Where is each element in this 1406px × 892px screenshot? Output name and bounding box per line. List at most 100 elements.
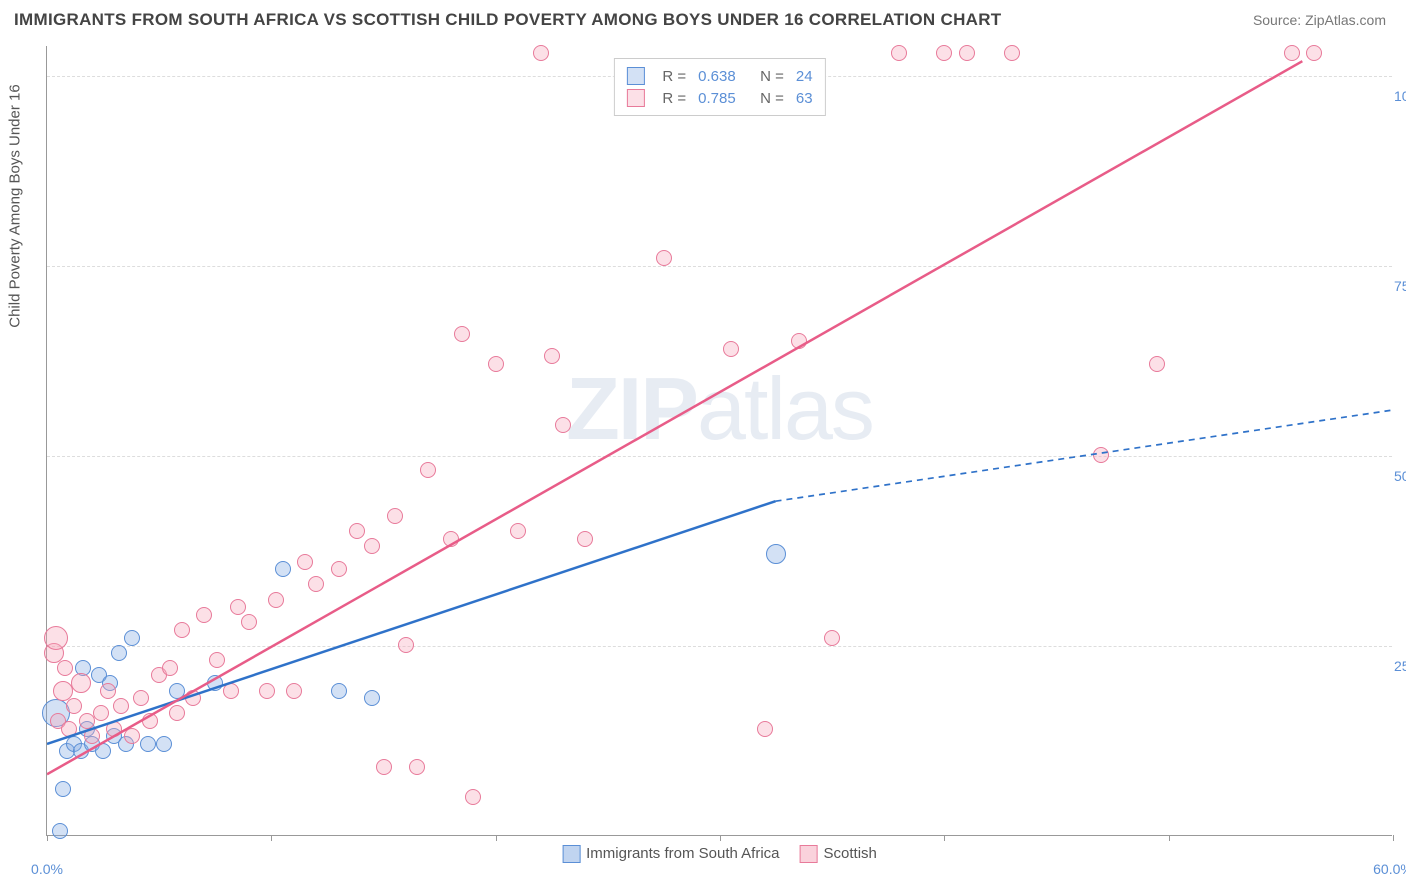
data-point [133, 690, 149, 706]
data-point [331, 683, 347, 699]
data-point [61, 721, 77, 737]
legend-label: Scottish [824, 845, 877, 862]
data-point [174, 622, 190, 638]
data-point [409, 759, 425, 775]
chart-header: IMMIGRANTS FROM SOUTH AFRICA VS SCOTTISH… [0, 0, 1406, 36]
legend-swatch [800, 845, 818, 863]
legend-r-value: 0.785 [698, 90, 748, 107]
data-point [331, 561, 347, 577]
data-point [297, 554, 313, 570]
x-tick-label: 60.0% [1373, 861, 1406, 877]
legend-row: R = 0.785 N = 63 [626, 87, 812, 109]
data-point [1284, 45, 1300, 61]
data-point [268, 592, 284, 608]
correlation-legend: R =0.638N =24R =0.785N =63 [613, 58, 825, 116]
data-point [959, 45, 975, 61]
data-point [241, 614, 257, 630]
data-point [791, 333, 807, 349]
legend-r-label: R = [662, 68, 686, 85]
data-point [510, 523, 526, 539]
data-point [555, 417, 571, 433]
data-point [275, 561, 291, 577]
data-point [196, 607, 212, 623]
y-tick-label: 25.0% [1394, 658, 1406, 674]
legend-n-value: 63 [796, 90, 813, 107]
data-point [1093, 447, 1109, 463]
y-tick-label: 50.0% [1394, 468, 1406, 484]
x-tick-mark [271, 835, 272, 841]
data-point [376, 759, 392, 775]
data-point [286, 683, 302, 699]
legend-label: Immigrants from South Africa [586, 845, 779, 862]
data-point [443, 531, 459, 547]
x-tick-mark [944, 835, 945, 841]
data-point [488, 356, 504, 372]
data-point [757, 721, 773, 737]
data-point [100, 683, 116, 699]
data-point [44, 626, 68, 650]
legend-item: Scottish [800, 845, 877, 863]
data-point [454, 326, 470, 342]
data-point [209, 652, 225, 668]
data-point [259, 683, 275, 699]
data-point [891, 45, 907, 61]
y-tick-label: 100.0% [1394, 88, 1406, 104]
legend-item: Immigrants from South Africa [562, 845, 779, 863]
data-point [84, 728, 100, 744]
data-point [156, 736, 172, 752]
scatter-points-layer [47, 46, 1392, 835]
data-point [364, 538, 380, 554]
data-point [723, 341, 739, 357]
data-point [308, 576, 324, 592]
x-tick-mark [47, 835, 48, 841]
data-point [656, 250, 672, 266]
legend-r-value: 0.638 [698, 68, 748, 85]
data-point [824, 630, 840, 646]
data-point [577, 531, 593, 547]
data-point [106, 721, 122, 737]
data-point [223, 683, 239, 699]
data-point [207, 675, 223, 691]
data-point [544, 348, 560, 364]
data-point [93, 705, 109, 721]
data-point [230, 599, 246, 615]
y-tick-label: 75.0% [1394, 278, 1406, 294]
data-point [111, 645, 127, 661]
data-point [364, 690, 380, 706]
legend-swatch [626, 67, 644, 85]
data-point [1149, 356, 1165, 372]
y-axis-label: Child Poverty Among Boys Under 16 [7, 84, 24, 327]
chart-source: Source: ZipAtlas.com [1253, 12, 1386, 28]
legend-row: R =0.638N =24 [626, 65, 812, 87]
legend-n-label: N = [760, 68, 784, 85]
data-point [533, 45, 549, 61]
data-point [57, 660, 73, 676]
legend-swatch [562, 845, 580, 863]
data-point [1306, 45, 1322, 61]
data-point [936, 45, 952, 61]
data-point [1004, 45, 1020, 61]
data-point [113, 698, 129, 714]
chart-title: IMMIGRANTS FROM SOUTH AFRICA VS SCOTTISH… [14, 10, 1002, 30]
legend-r-label: R = [662, 90, 686, 107]
data-point [124, 728, 140, 744]
data-point [169, 705, 185, 721]
chart-plot-area: Child Poverty Among Boys Under 16 ZIPatl… [46, 46, 1392, 836]
data-point [52, 823, 68, 839]
data-point [140, 736, 156, 752]
x-tick-mark [1169, 835, 1170, 841]
data-point [55, 781, 71, 797]
data-point [71, 673, 91, 693]
data-point [349, 523, 365, 539]
data-point [95, 743, 111, 759]
x-tick-mark [1393, 835, 1394, 841]
x-tick-mark [496, 835, 497, 841]
legend-n-label: N = [760, 90, 784, 107]
x-tick-label: 0.0% [31, 861, 63, 877]
legend-swatch [626, 89, 644, 107]
data-point [465, 789, 481, 805]
data-point [185, 690, 201, 706]
data-point [142, 713, 158, 729]
x-tick-mark [720, 835, 721, 841]
data-point [162, 660, 178, 676]
